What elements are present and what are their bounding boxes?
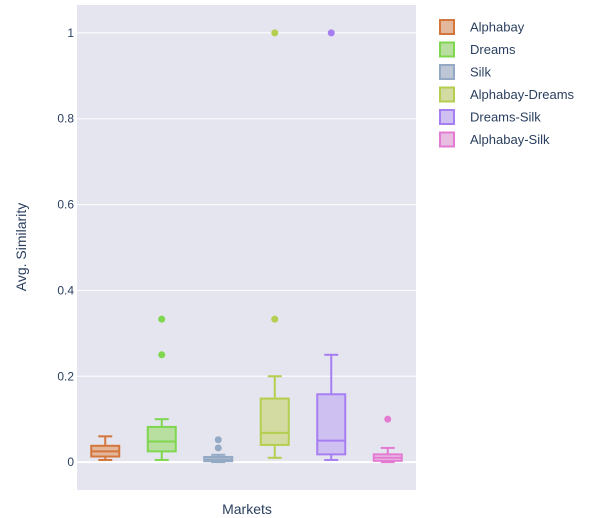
legend-swatch [439, 86, 455, 103]
outlier-point[interactable] [271, 29, 279, 37]
legend-swatch [439, 64, 455, 80]
y-tick-label: 0 [67, 455, 74, 469]
legend-label: Alphabay [470, 20, 525, 35]
legend-label: Dreams [470, 42, 516, 57]
box-alphabay[interactable] [90, 435, 121, 461]
outlier-point[interactable] [158, 351, 166, 359]
legend-label: Dreams-Silk [470, 110, 541, 125]
box-alphabay-silk[interactable] [372, 415, 403, 464]
legend-swatch [439, 41, 455, 58]
legend-item-alphabay-dreams[interactable]: Alphabay-Dreams [439, 86, 575, 103]
outlier-point[interactable] [214, 444, 222, 452]
y-tick-label: 1 [67, 26, 74, 40]
legend-label: Silk [470, 65, 491, 80]
outlier-point[interactable] [214, 436, 222, 444]
legend-swatch [439, 109, 455, 125]
box-alphabay-dreams[interactable] [259, 29, 290, 459]
outlier-point[interactable] [327, 29, 335, 37]
legend-label: Alphabay-Dreams [470, 87, 575, 102]
y-tick-label: 0.6 [57, 198, 74, 212]
legend-swatch [439, 131, 455, 148]
legend-item-alphabay[interactable]: Alphabay [439, 19, 525, 35]
box-silk[interactable] [203, 436, 234, 464]
outlier-point[interactable] [158, 315, 166, 323]
legend-label: Alphabay-Silk [470, 132, 550, 147]
box-dreams[interactable] [146, 315, 177, 461]
box-iqr[interactable] [316, 393, 347, 456]
legend-item-alphabay-silk[interactable]: Alphabay-Silk [439, 131, 550, 148]
y-axis-ticks: 0 0.2 0.4 0.6 0.8 1 [57, 26, 74, 469]
plot-area-background [77, 5, 416, 490]
legend-item-dreams[interactable]: Dreams [439, 41, 516, 58]
box-iqr[interactable] [146, 425, 177, 453]
box-iqr[interactable] [259, 397, 290, 446]
legend-swatch [439, 19, 455, 35]
legend-item-silk[interactable]: Silk [439, 64, 491, 80]
outlier-point[interactable] [271, 315, 279, 323]
y-tick-label: 0.8 [57, 112, 74, 126]
legend[interactable]: Alphabay Dreams Silk Alphabay-Dreams Dreams-… [439, 19, 575, 148]
y-tick-label: 0.2 [57, 369, 74, 383]
outlier-point[interactable] [384, 415, 392, 423]
legend-item-dreams-silk[interactable]: Dreams-Silk [439, 109, 541, 125]
y-axis-title: Avg. Similarity [13, 203, 29, 291]
box-traces[interactable] [90, 29, 403, 464]
x-axis-title: Markets [222, 501, 272, 517]
box-dreams-silk[interactable] [316, 29, 347, 461]
y-tick-label: 0.4 [57, 283, 74, 297]
gridlines [77, 32, 416, 464]
